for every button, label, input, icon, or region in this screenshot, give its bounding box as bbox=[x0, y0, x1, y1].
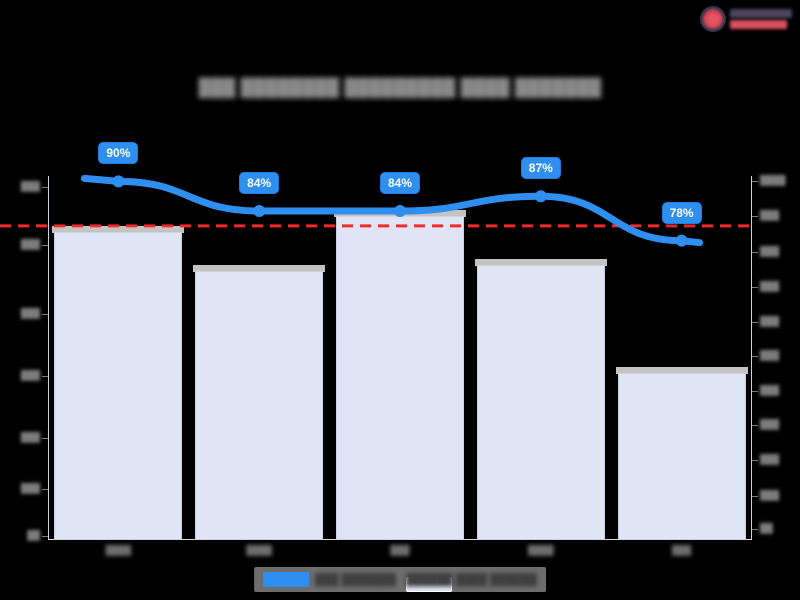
axis-tick bbox=[752, 390, 758, 392]
axis-tick bbox=[42, 536, 48, 538]
legend-label-bar: ██████ ████ ██████ bbox=[406, 573, 537, 586]
legend-label-line: ███ ███████ bbox=[315, 573, 397, 586]
x-axis-label: ████ bbox=[246, 545, 272, 555]
brand-logo bbox=[700, 4, 792, 34]
axis-tick-label: ███ bbox=[760, 246, 780, 257]
axis-tick bbox=[752, 321, 758, 323]
axis-tick-label: ███ bbox=[760, 490, 780, 501]
axis-tick bbox=[42, 489, 48, 491]
line-marker[interactable] bbox=[394, 205, 406, 218]
axis-tick-label: ███ bbox=[20, 483, 40, 494]
bar-cap bbox=[52, 226, 185, 234]
line-marker[interactable] bbox=[253, 205, 266, 218]
bar-cap bbox=[474, 259, 607, 267]
axis-tick bbox=[42, 438, 48, 440]
axis-tick bbox=[752, 287, 758, 289]
data-label: 90% bbox=[98, 142, 139, 165]
axis-tick bbox=[752, 529, 758, 531]
axis-tick bbox=[752, 356, 758, 358]
axis-tick-label: ████ bbox=[760, 175, 786, 186]
axis-tick bbox=[42, 314, 48, 316]
chart-legend[interactable]: ███ ███████ ██████ ████ ██████ bbox=[254, 567, 546, 592]
axis-tick-label: ███ bbox=[760, 419, 780, 430]
data-label: 84% bbox=[379, 172, 421, 195]
axis-tick bbox=[752, 181, 758, 183]
axis-tick-label: ███ bbox=[760, 384, 780, 395]
data-label: 84% bbox=[239, 172, 280, 195]
axis-tick-label: ███ bbox=[20, 370, 40, 381]
axis-tick-label: ███ bbox=[760, 350, 780, 361]
axis-tick-label: ███ bbox=[760, 315, 780, 326]
axis-tick-label: ███ bbox=[760, 210, 780, 221]
axis-tick bbox=[752, 252, 758, 254]
bar[interactable] bbox=[474, 259, 607, 540]
axis-tick-label: ███ bbox=[20, 180, 40, 191]
x-axis-label: ███ bbox=[390, 545, 410, 555]
bar[interactable] bbox=[615, 366, 748, 540]
y-axis-right bbox=[751, 176, 752, 540]
series-overlay bbox=[0, 174, 756, 247]
legend-item-bar[interactable]: ██████ ████ ██████ bbox=[406, 573, 537, 592]
legend-swatch-bar-icon bbox=[406, 577, 453, 592]
bar[interactable] bbox=[193, 264, 326, 540]
axis-tick-label: ███ bbox=[760, 281, 780, 292]
axis-tick-label: ███ bbox=[20, 308, 40, 319]
bar[interactable] bbox=[52, 226, 185, 540]
plot-area: ███ ███ ███ ███ ███ ███ ██ ████ ███ ███ ███ ███ ███… bbox=[0, 142, 786, 555]
plot-inner: ███ ███ ███ ███ ███ ███ ██ ████ ███ ███ ███ ███ ███… bbox=[0, 142, 786, 555]
axis-tick bbox=[752, 496, 758, 498]
axis-tick bbox=[42, 245, 48, 247]
x-axis-label: ████ bbox=[528, 545, 554, 555]
axis-tick-label: ███ bbox=[760, 453, 780, 464]
axis-tick bbox=[42, 376, 48, 378]
logo-wordmark-line-bottom bbox=[730, 20, 788, 29]
bar-cap bbox=[193, 264, 326, 272]
axis-tick-label: ██ bbox=[760, 523, 773, 534]
bar-cap bbox=[615, 366, 748, 374]
line-marker[interactable] bbox=[675, 234, 688, 247]
logo-wordmark-line-top bbox=[730, 9, 792, 18]
axis-tick bbox=[752, 425, 758, 427]
x-axis-label: ████ bbox=[105, 545, 132, 555]
axis-tick bbox=[752, 216, 758, 218]
bar-series bbox=[48, 176, 752, 540]
axis-tick-label: ███ bbox=[20, 432, 40, 443]
line-series-markers bbox=[112, 175, 688, 247]
y-axis-left bbox=[48, 176, 49, 540]
data-label: 78% bbox=[661, 201, 702, 224]
logo-wordmark bbox=[730, 9, 792, 29]
legend-item-line[interactable]: ███ ███████ bbox=[263, 572, 396, 587]
logo-mark-icon bbox=[700, 6, 726, 32]
axis-tick bbox=[42, 186, 48, 188]
axis-tick-label: ██ bbox=[27, 530, 40, 541]
chart-title: ███ ████████ █████████ ████ ███████ bbox=[198, 78, 602, 97]
axis-tick-label: ███ bbox=[20, 239, 40, 250]
line-marker[interactable] bbox=[112, 175, 125, 188]
x-axis-label: ███ bbox=[672, 545, 692, 555]
axis-tick bbox=[752, 459, 758, 461]
line-marker[interactable] bbox=[534, 190, 547, 203]
data-label: 87% bbox=[520, 157, 561, 180]
legend-swatch-line-icon bbox=[263, 572, 310, 587]
